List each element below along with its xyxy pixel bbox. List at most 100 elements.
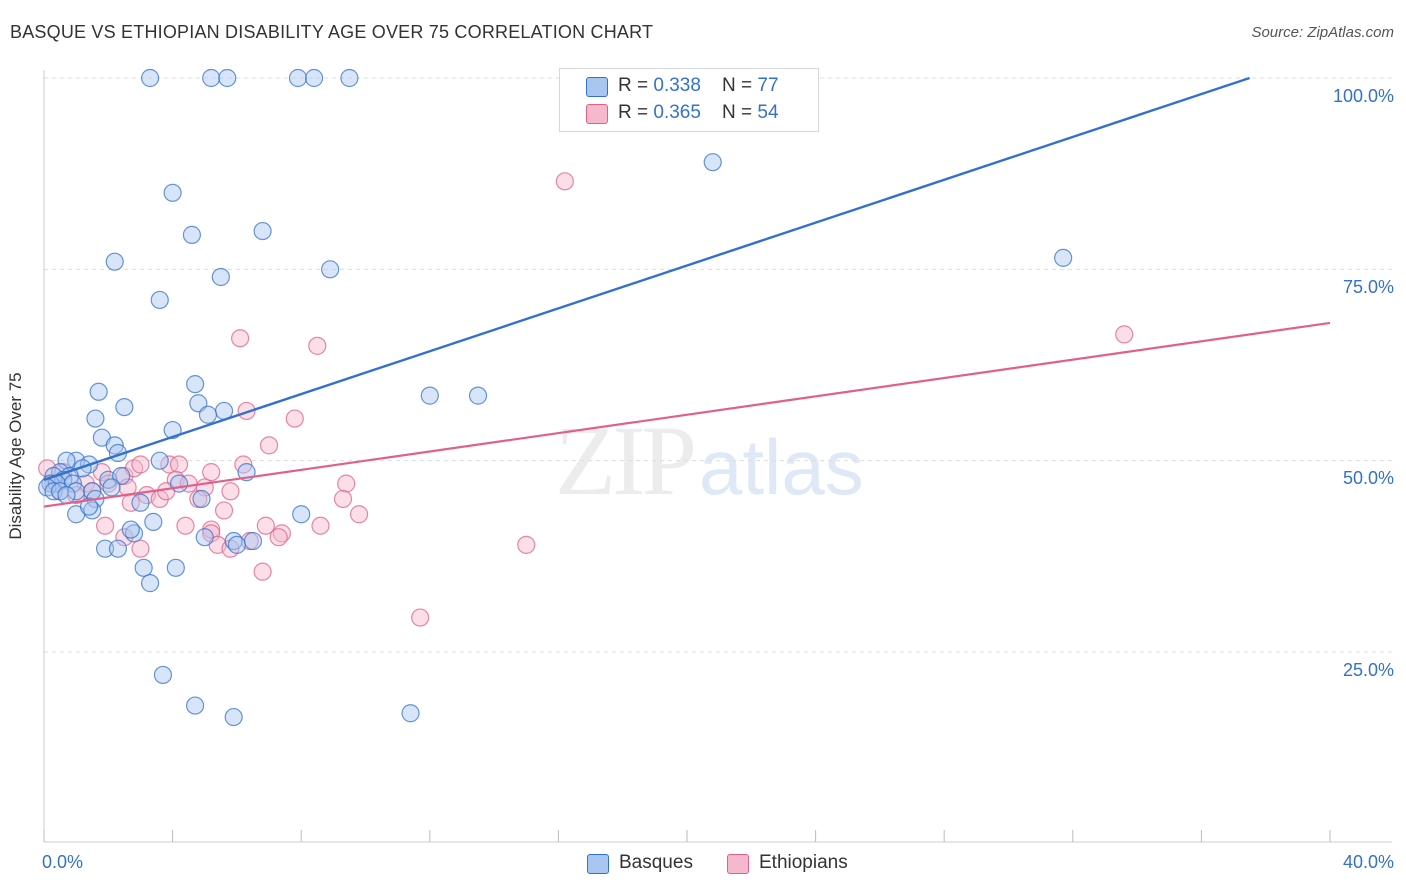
basques-point-15 <box>186 375 205 394</box>
bottom-basques-swatch <box>587 854 609 874</box>
basques-point-53 <box>192 489 211 509</box>
ethiopians-point-35 <box>214 501 234 520</box>
basques-point-68 <box>166 558 185 577</box>
basques-trend-line <box>43 76 1251 481</box>
basques-point-52 <box>131 493 150 512</box>
ethiopians-point-3 <box>308 336 327 355</box>
ethiopians-point-40 <box>256 516 275 535</box>
basques-point-13 <box>150 290 169 310</box>
ethiopians-point-38 <box>176 516 195 535</box>
basques-n-label: N = <box>722 75 758 96</box>
basques-point-2 <box>218 68 237 88</box>
y-tick-label-50: 50.0% <box>1342 468 1394 488</box>
ethiopians-point-52 <box>411 608 430 627</box>
ethiopians-n-label: N = <box>722 102 758 123</box>
basques-point-6 <box>703 153 722 172</box>
basques-r-value: 0.338 <box>653 75 701 96</box>
basques-point-19 <box>115 397 134 417</box>
chart-title: BASQUE VS ETHIOPIAN DISABILITY AGE OVER … <box>10 22 654 42</box>
watermark-atlas: atlas <box>699 423 864 511</box>
ethiopians-point-14 <box>169 455 189 474</box>
basques-points <box>38 68 1073 727</box>
basques-point-10 <box>105 252 124 271</box>
ethiopians-point-13 <box>160 455 179 474</box>
ethiopians-point-25 <box>337 474 356 493</box>
basques-point-69 <box>140 574 160 593</box>
basques-point-65 <box>95 539 115 558</box>
basques-swatch <box>586 77 608 97</box>
basques-point-49 <box>169 474 189 493</box>
basques-point-57 <box>292 505 311 524</box>
ethiopians-point-45 <box>269 528 288 547</box>
basques-point-3 <box>288 68 308 88</box>
ethiopians-r-label: R = <box>618 102 654 123</box>
ethiopians-point-2 <box>231 329 250 348</box>
axes <box>43 70 1392 843</box>
ethiopians-n-value: 54 <box>757 102 779 123</box>
basques-point-8 <box>182 225 201 244</box>
basques-point-14 <box>211 267 230 287</box>
x-tick-label-min: 0.0% <box>42 852 84 872</box>
ethiopians-point-37 <box>95 516 115 535</box>
y-tick-label-25: 25.0% <box>1342 660 1394 680</box>
basques-point-5 <box>340 68 359 88</box>
basques-point-30 <box>57 451 76 470</box>
basques-point-23 <box>198 405 218 424</box>
basques-point-60 <box>121 520 140 539</box>
basques-point-7 <box>163 183 182 202</box>
ethiopians-point-12 <box>131 455 150 474</box>
basques-point-17 <box>420 386 439 405</box>
ethiopians-point-1 <box>1115 325 1134 344</box>
ethiopians-point-20 <box>118 478 137 497</box>
basques-point-72 <box>224 707 243 727</box>
x-tick-label-max: 40.0% <box>1342 852 1394 872</box>
basques-point-0 <box>140 68 160 88</box>
basques-point-21 <box>86 409 105 428</box>
ethiopians-point-46 <box>517 535 536 554</box>
ethiopians-swatch <box>586 104 608 124</box>
y-tick-label-100: 100.0% <box>1332 86 1394 106</box>
basques-point-56 <box>79 497 99 516</box>
basques-point-28 <box>150 451 169 470</box>
ethiopians-point-33 <box>333 489 353 509</box>
ethiopians-point-4 <box>237 401 256 421</box>
basques-point-45 <box>67 482 86 501</box>
basques-point-12 <box>1054 248 1073 267</box>
ethiopians-point-6 <box>259 436 279 455</box>
correlation-legend: R = 0.338 N = 77 R = 0.365 N = 54 <box>559 68 819 132</box>
basques-point-63 <box>227 535 246 554</box>
basques-point-16 <box>89 382 108 401</box>
ethiopians-point-5 <box>285 409 304 428</box>
basques-point-4 <box>304 68 324 88</box>
basques-point-73 <box>401 704 420 723</box>
bottom-ethiopians-swatch <box>727 854 749 874</box>
basques-point-61 <box>195 528 214 547</box>
ethiopians-point-36 <box>349 505 369 524</box>
basques-r-label: R = <box>618 75 654 96</box>
ethiopians-point-24 <box>221 482 240 501</box>
y-tick-label-75: 75.0% <box>1342 277 1394 297</box>
basques-point-71 <box>186 696 205 715</box>
basques-point-1 <box>202 68 221 88</box>
ethiopians-point-51 <box>253 562 272 581</box>
ethiopians-point-15 <box>202 463 221 482</box>
basques-point-70 <box>153 665 173 685</box>
basques-point-11 <box>321 260 340 279</box>
basques-point-66 <box>108 539 128 558</box>
basques-point-67 <box>134 558 153 577</box>
y-axis-label: Disability Age Over 75 <box>6 372 25 540</box>
basques-point-64 <box>243 531 263 551</box>
ethiopians-trend-line <box>43 321 1331 508</box>
ethiopians-point-0 <box>555 172 574 191</box>
ethiopians-point-50 <box>131 539 150 558</box>
trend-lines <box>43 76 1331 508</box>
basques-point-50 <box>57 486 76 505</box>
basques-point-47 <box>102 478 121 497</box>
basques-n-value: 77 <box>757 75 779 96</box>
basques-point-9 <box>253 221 272 241</box>
bottom-basques-label: Basques <box>619 852 693 873</box>
bottom-ethiopians-label: Ethiopians <box>759 852 848 873</box>
source-label: Source: ZipAtlas.com <box>1251 24 1394 41</box>
basques-point-58 <box>144 512 163 531</box>
